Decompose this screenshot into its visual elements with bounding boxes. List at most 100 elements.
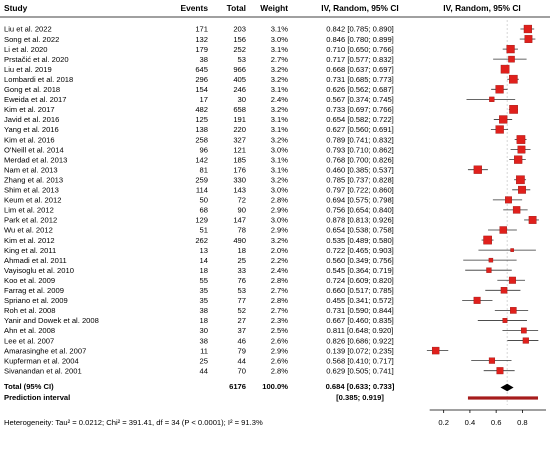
study-name: Spriano et al. 2009 <box>4 296 68 305</box>
study-ci-text: 0.710 [0.650; 0.766] <box>326 45 394 54</box>
study-name: Yanir and Dowek et al. 2008 <box>4 316 99 325</box>
study-marker <box>506 44 515 54</box>
study-events: 55 <box>200 276 208 285</box>
study-events: 81 <box>200 165 208 174</box>
study-events: 259 <box>195 175 208 184</box>
study-total: 191 <box>233 115 246 124</box>
study-total: 147 <box>233 216 246 225</box>
study-marker <box>528 216 537 224</box>
study-weight: 3.1% <box>271 125 289 134</box>
study-total: 79 <box>238 346 246 355</box>
study-weight: 2.8% <box>271 276 289 285</box>
study-events: 13 <box>200 246 208 255</box>
study-ci-text: 0.568 [0.410; 0.717] <box>326 356 394 365</box>
study-weight: 3.1% <box>271 45 289 54</box>
header-study: Study <box>4 3 28 13</box>
study-weight: 3.1% <box>271 85 289 94</box>
study-name: Lim et al. 2012 <box>4 206 54 215</box>
study-marker <box>500 64 510 74</box>
study-weight: 2.8% <box>271 296 289 305</box>
header-effect-plot: IV, Random, 95% CI <box>443 3 520 13</box>
study-ci-text: 0.756 [0.654; 0.840] <box>326 206 394 215</box>
study-weight: 3.1% <box>271 165 289 174</box>
study-ci-text: 0.535 [0.489; 0.580] <box>326 236 394 245</box>
study-ci-text: 0.724 [0.609; 0.820] <box>326 276 394 285</box>
total-weight: 100.0% <box>262 382 288 391</box>
study-ci-text: 0.139 [0.072; 0.235] <box>326 346 394 355</box>
study-marker <box>516 135 526 144</box>
x-tick-label: 0.2 <box>438 418 449 427</box>
study-marker <box>510 307 517 314</box>
study-ci-text: 0.545 [0.364; 0.719] <box>326 266 394 275</box>
study-name: Gong et al. 2018 <box>4 85 60 94</box>
study-events: 38 <box>200 306 208 315</box>
study-ci-text: 0.722 [0.465; 0.903] <box>326 246 394 255</box>
study-weight: 3.2% <box>271 65 289 74</box>
study-events: 35 <box>200 296 208 305</box>
header-effect-text: IV, Random, 95% CI <box>321 3 398 13</box>
total-ci-text: 0.684 [0.633; 0.733] <box>326 382 395 391</box>
study-events: 482 <box>195 105 208 114</box>
study-total: 30 <box>238 95 246 104</box>
study-name: Lee et al. 2007 <box>4 336 54 345</box>
study-marker <box>516 175 525 185</box>
study-name: Eweida et al. 2017 <box>4 95 66 104</box>
study-total: 90 <box>238 206 246 215</box>
study-total: 176 <box>233 165 246 174</box>
study-weight: 2.4% <box>271 95 289 104</box>
study-name: Shim et al. 2013 <box>4 186 59 195</box>
study-events: 132 <box>195 35 208 44</box>
study-events: 171 <box>195 25 208 34</box>
study-total: 246 <box>233 85 246 94</box>
study-ci-text: 0.842 [0.785; 0.890] <box>326 25 394 34</box>
study-name: Yang et al. 2016 <box>4 125 59 134</box>
study-ci-text: 0.667 [0.460; 0.835] <box>326 316 394 325</box>
study-ci-text: 0.793 [0.710; 0.862] <box>326 145 394 154</box>
study-marker <box>495 125 504 134</box>
study-weight: 3.0% <box>271 35 289 44</box>
study-ci-text: 0.694 [0.575; 0.798] <box>326 196 394 205</box>
study-weight: 2.7% <box>271 55 289 64</box>
study-events: 25 <box>200 356 208 365</box>
study-marker <box>517 145 526 154</box>
study-total: 77 <box>238 296 246 305</box>
study-ci-text: 0.455 [0.341; 0.572] <box>326 296 394 305</box>
study-events: 114 <box>196 186 208 195</box>
study-events: 125 <box>195 115 208 124</box>
study-ci-text: 0.878 [0.813; 0.926] <box>326 216 394 225</box>
plot-area: 0.2 0.4 0.6 0.8 <box>426 20 546 427</box>
study-total: 72 <box>238 196 246 205</box>
study-marker <box>496 367 504 375</box>
study-events: 68 <box>200 206 208 215</box>
study-marker <box>512 206 521 214</box>
study-name: Merdad et al. 2013 <box>4 155 67 164</box>
study-events: 38 <box>200 55 208 64</box>
study-weight: 2.6% <box>271 336 289 345</box>
study-events: 142 <box>195 155 208 164</box>
study-weight: 2.5% <box>271 326 289 335</box>
study-marker <box>509 74 518 84</box>
study-weight: 3.0% <box>271 186 289 195</box>
header-events: Events <box>181 3 209 13</box>
study-name: Lombardi et al. 2018 <box>4 75 73 84</box>
study-events: 138 <box>195 125 208 134</box>
study-total: 327 <box>233 135 246 144</box>
study-name: Sivanandan et al. 2001 <box>4 366 82 375</box>
study-weight: 3.1% <box>271 115 289 124</box>
study-weight: 2.7% <box>271 286 289 295</box>
study-ci-text: 0.826 [0.686; 0.922] <box>326 336 394 345</box>
total-label: Total (95% CI) <box>4 382 54 391</box>
study-total: 44 <box>238 356 246 365</box>
study-ci-text: 0.567 [0.374; 0.745] <box>326 95 394 104</box>
study-name: Javid et al. 2016 <box>4 115 59 124</box>
study-name: Li et al. 2020 <box>4 45 48 54</box>
study-weight: 3.2% <box>271 105 289 114</box>
study-marker <box>509 105 518 114</box>
study-name: Kim et al. 2016 <box>4 135 55 144</box>
study-marker <box>488 257 494 263</box>
study-total: 490 <box>233 236 246 245</box>
study-marker <box>488 357 496 364</box>
study-weight: 2.7% <box>271 306 289 315</box>
study-ci-text: 0.785 [0.737; 0.828] <box>326 175 394 184</box>
